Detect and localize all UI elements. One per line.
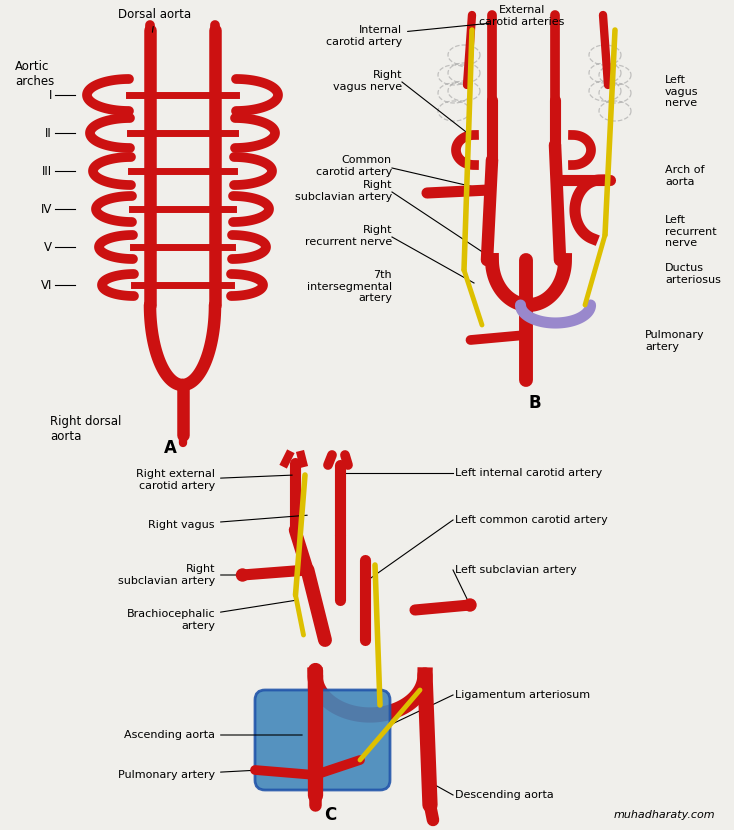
Text: Ductus
arteriosus: Ductus arteriosus	[665, 263, 721, 285]
Text: Descending aorta: Descending aorta	[455, 790, 553, 800]
Text: Internal
carotid artery: Internal carotid artery	[326, 23, 490, 46]
Circle shape	[236, 569, 249, 581]
Text: IV: IV	[40, 203, 52, 216]
Text: VI: VI	[40, 279, 52, 291]
Text: V: V	[44, 241, 52, 253]
Text: Right dorsal
aorta: Right dorsal aorta	[50, 415, 121, 443]
Text: Pulmonary
artery: Pulmonary artery	[645, 330, 705, 352]
Text: Right
subclavian artery: Right subclavian artery	[117, 564, 240, 586]
Text: Right
subclavian artery: Right subclavian artery	[295, 180, 392, 202]
Text: Pulmonary artery: Pulmonary artery	[118, 770, 257, 780]
Text: Ascending aorta: Ascending aorta	[124, 730, 302, 740]
Text: Dorsal aorta: Dorsal aorta	[118, 8, 192, 32]
Text: I: I	[48, 89, 52, 101]
Text: Left
recurrent
nerve: Left recurrent nerve	[665, 215, 716, 248]
Text: Ligamentum arteriosum: Ligamentum arteriosum	[455, 690, 590, 700]
Text: Brachiocephalic
artery: Brachiocephalic artery	[126, 600, 295, 631]
Text: III: III	[42, 164, 52, 178]
Text: Arch of
aorta: Arch of aorta	[665, 165, 705, 187]
Text: Aortic
arches: Aortic arches	[15, 60, 54, 88]
Circle shape	[464, 599, 476, 611]
Text: C: C	[324, 806, 336, 824]
Text: Right external
carotid artery: Right external carotid artery	[136, 469, 292, 491]
Text: External
carotid arteries: External carotid arteries	[479, 5, 564, 27]
Text: Left common carotid artery: Left common carotid artery	[455, 515, 608, 525]
Text: Right vagus: Right vagus	[148, 515, 308, 530]
Text: Right
recurrent nerve: Right recurrent nerve	[305, 225, 392, 247]
FancyBboxPatch shape	[255, 690, 390, 790]
Text: Left subclavian artery: Left subclavian artery	[455, 565, 577, 575]
Text: Right
vagus nerve: Right vagus nerve	[333, 70, 402, 91]
Text: II: II	[46, 126, 52, 139]
Text: Left
vagus
nerve: Left vagus nerve	[665, 75, 699, 108]
Text: B: B	[528, 394, 541, 412]
Text: A: A	[164, 439, 176, 457]
Text: 7th
intersegmental
artery: 7th intersegmental artery	[307, 270, 392, 303]
Text: Left internal carotid artery: Left internal carotid artery	[455, 468, 603, 478]
Text: muhadharaty.com: muhadharaty.com	[614, 810, 715, 820]
Text: Common
carotid artery: Common carotid artery	[316, 155, 392, 177]
